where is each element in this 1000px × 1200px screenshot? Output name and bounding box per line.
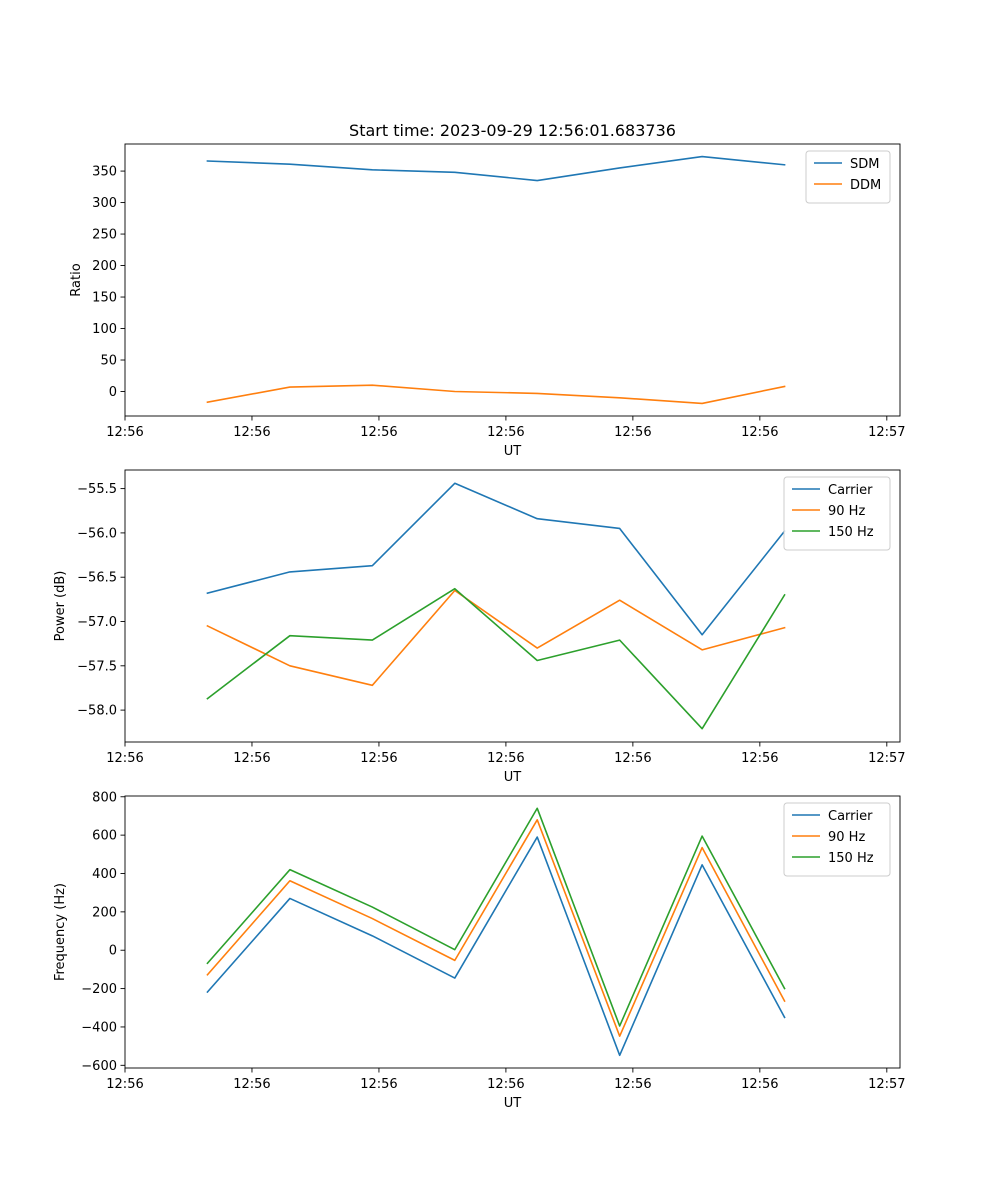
y-tick-label: −200 [81,982,117,997]
series-line-150-hz [206,587,786,730]
y-tick-label: −56.0 [77,526,117,541]
y-tick-label: −57.0 [77,615,117,630]
subplot-3: 12:56 12:56 12:56 12:56 12:56 12:56 12:57 −600 −… [53,790,906,1111]
legend-label: Carrier [828,483,873,498]
legend: SDM DDM [805,150,891,204]
legend-label: 90 Hz [828,830,865,845]
y-tick-label: −400 [81,1020,117,1035]
series-line-90-hz [206,589,786,687]
y-tick-label: 200 [92,905,117,920]
y-tick-label: 800 [92,790,117,805]
x-tick-label: 12:56 [233,425,270,440]
legend-label: DDM [850,178,881,193]
series-line-ddm [206,384,786,405]
legend-label: SDM [850,157,879,172]
x-tick-label: 12:56 [614,425,651,440]
x-tick-label: 12:56 [106,425,143,440]
series-line-carrier [206,482,786,636]
series-line-sdm [206,155,786,182]
x-tick-label: 12:56 [360,1077,397,1092]
x-tick-label: 12:56 [360,751,397,766]
y-tick-label: 350 [92,165,117,180]
y-axis-label: Power (dB) [53,571,68,642]
legend-label: Carrier [828,809,873,824]
x-tick-label: 12:56 [106,751,143,766]
y-axis-label: Frequency (Hz) [53,883,68,981]
y-tick-label: 0 [109,385,117,400]
x-tick-label: 12:56 [614,1077,651,1092]
x-axis-label: UT [504,1096,522,1111]
series-line-150-hz [206,807,786,1027]
x-tick-label: 12:57 [868,425,905,440]
legend-box [805,150,891,204]
axes-frame [124,469,901,743]
y-tick-label: 600 [92,829,117,844]
series-line-90-hz [206,818,786,1037]
x-tick-label: 12:56 [487,751,524,766]
axes-frame [124,143,901,417]
legend: Carrier 90 Hz 150 Hz [783,476,891,551]
x-tick-label: 12:56 [487,1077,524,1092]
y-tick-label: 300 [92,196,117,211]
series-line-carrier [206,836,786,1057]
y-tick-label: 100 [92,322,117,337]
y-tick-label: −56.5 [77,571,117,586]
x-tick-label: 12:56 [487,425,524,440]
y-tick-label: −58.0 [77,704,117,719]
x-tick-label: 12:56 [233,1077,270,1092]
x-tick-label: 12:56 [741,1077,778,1092]
legend-label: 150 Hz [828,851,874,866]
chart-title: Start time: 2023-09-29 12:56:01.683736 [349,121,676,140]
x-tick-label: 12:56 [741,425,778,440]
subplot-1: Start time: 2023-09-29 12:56:01.683736 12… [69,121,906,459]
x-axis-label: UT [504,770,522,785]
x-tick-label: 12:56 [360,425,397,440]
y-tick-label: −600 [81,1059,117,1074]
subplot-2: 12:56 12:56 12:56 12:56 12:56 12:56 12:57 −58.0… [53,469,906,785]
x-axis-label: UT [504,444,522,459]
y-tick-label: 50 [100,354,117,369]
x-tick-label: 12:56 [614,751,651,766]
axes-frame [124,795,901,1069]
x-tick-label: 12:56 [106,1077,143,1092]
x-tick-label: 12:57 [868,751,905,766]
y-axis-label: Ratio [69,263,84,296]
legend-label: 150 Hz [828,525,874,540]
legend: Carrier 90 Hz 150 Hz [783,802,891,877]
y-tick-label: 400 [92,867,117,882]
x-tick-label: 12:56 [233,751,270,766]
y-tick-label: −57.5 [77,659,117,674]
y-tick-label: 200 [92,259,117,274]
y-tick-label: 150 [92,291,117,306]
legend-label: 90 Hz [828,504,865,519]
y-tick-label: 250 [92,228,117,243]
y-tick-label: 0 [109,944,117,959]
y-tick-label: −55.5 [77,482,117,497]
x-tick-label: 12:56 [741,751,778,766]
x-tick-label: 12:57 [868,1077,905,1092]
